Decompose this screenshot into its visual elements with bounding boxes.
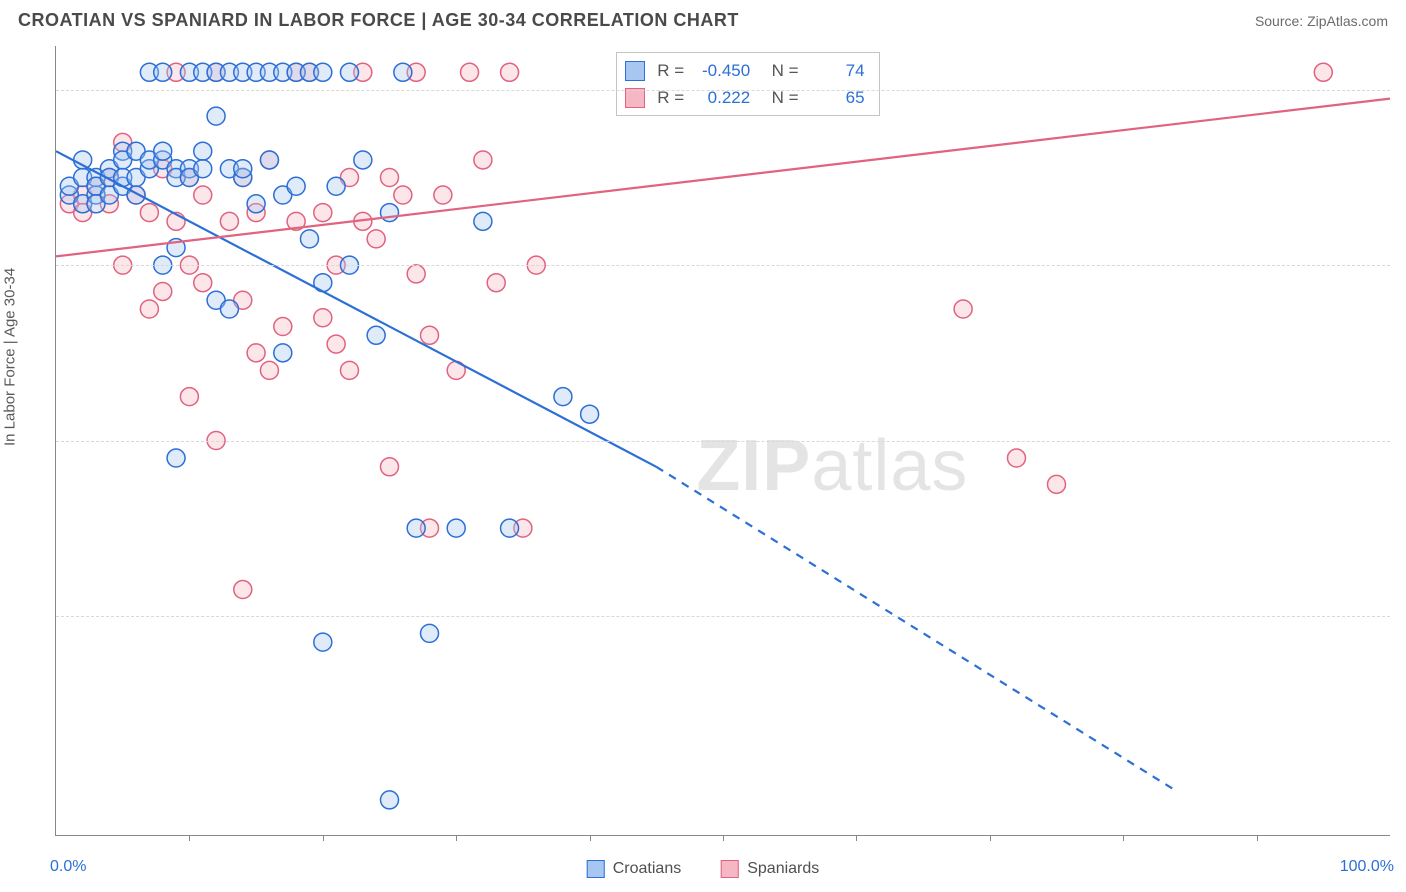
legend-label-croatians: Croatians: [613, 860, 681, 878]
y-axis-label: In Labor Force | Age 30-34: [2, 268, 19, 446]
swatch-bottom-croatians: [587, 860, 605, 878]
x-tick: [590, 835, 591, 841]
plot-area: R = -0.450 N = 74 R = 0.222 N = 65 ZIPat…: [55, 46, 1390, 836]
gridline-h: [56, 441, 1390, 442]
x-tick: [856, 835, 857, 841]
gridline-h: [56, 90, 1390, 91]
gridline-h: [56, 616, 1390, 617]
y-tick-label: 60.0%: [1400, 431, 1406, 449]
x-tick: [189, 835, 190, 841]
r-value-0: -0.450: [690, 57, 750, 84]
n-value-0: 74: [805, 57, 865, 84]
swatch-croatians: [625, 61, 645, 81]
r-value-1: 0.222: [690, 84, 750, 111]
x-tick: [456, 835, 457, 841]
y-tick-label: 100.0%: [1400, 80, 1406, 98]
chart-header: CROATIAN VS SPANIARD IN LABOR FORCE | AG…: [0, 0, 1406, 37]
chart-title: CROATIAN VS SPANIARD IN LABOR FORCE | AG…: [18, 10, 739, 31]
x-tick: [723, 835, 724, 841]
x-tick: [1123, 835, 1124, 841]
correlation-legend: R = -0.450 N = 74 R = 0.222 N = 65: [616, 52, 879, 116]
x-max-label: 100.0%: [1340, 858, 1394, 876]
swatch-bottom-spaniards: [721, 860, 739, 878]
legend-item-croatians: Croatians: [587, 860, 681, 878]
r-label-0: R =: [657, 57, 684, 84]
legend-label-spaniards: Spaniards: [747, 860, 819, 878]
y-tick-label: 80.0%: [1400, 255, 1406, 273]
n-value-1: 65: [805, 84, 865, 111]
legend-row-croatians: R = -0.450 N = 74: [625, 57, 864, 84]
legend-bottom: Croatians Spaniards: [587, 860, 820, 878]
x-origin-label: 0.0%: [50, 858, 86, 876]
source-label: Source: ZipAtlas.com: [1255, 13, 1388, 29]
n-label-0: N =: [772, 57, 799, 84]
n-label-1: N =: [772, 84, 799, 111]
legend-row-spaniards: R = 0.222 N = 65: [625, 84, 864, 111]
watermark-light: atlas: [811, 426, 968, 506]
watermark: ZIPatlas: [696, 425, 968, 507]
watermark-bold: ZIP: [696, 426, 811, 506]
gridline-h: [56, 265, 1390, 266]
x-tick: [1257, 835, 1258, 841]
x-tick: [323, 835, 324, 841]
legend-item-spaniards: Spaniards: [721, 860, 819, 878]
r-label-1: R =: [657, 84, 684, 111]
y-tick-label: 40.0%: [1400, 606, 1406, 624]
x-tick: [990, 835, 991, 841]
